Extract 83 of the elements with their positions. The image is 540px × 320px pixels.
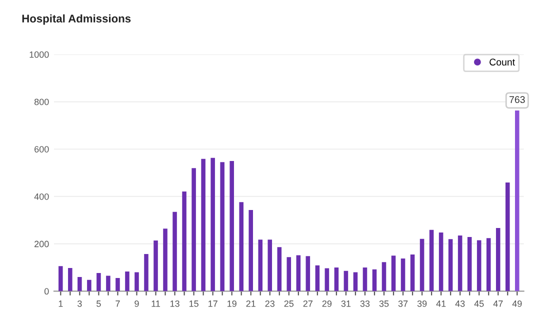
bar bbox=[268, 240, 272, 292]
x-tick-label: 45 bbox=[474, 300, 484, 307]
bar bbox=[429, 230, 434, 292]
bar bbox=[154, 240, 158, 292]
bar bbox=[248, 210, 253, 292]
x-tick-label: 39 bbox=[417, 300, 427, 307]
x-tick-label: 17 bbox=[208, 300, 218, 307]
bar bbox=[334, 268, 339, 292]
bar bbox=[230, 160, 234, 292]
y-tick-label: 0 bbox=[44, 288, 49, 295]
bar bbox=[125, 272, 130, 292]
x-tick-label: 15 bbox=[189, 300, 198, 307]
x-tick-label: 29 bbox=[322, 300, 332, 307]
y-tick-label: 200 bbox=[34, 240, 49, 248]
y-tick-label: 600 bbox=[34, 146, 49, 152]
bar bbox=[106, 276, 110, 292]
x-tick-label: 11 bbox=[152, 300, 160, 307]
bar bbox=[306, 256, 310, 292]
bar bbox=[201, 158, 206, 292]
bar bbox=[239, 202, 244, 292]
bar bbox=[362, 268, 368, 292]
data-label: 763 bbox=[510, 96, 525, 104]
bar bbox=[448, 239, 453, 292]
x-tick-label: 43 bbox=[455, 300, 465, 307]
x-tick-label: 47 bbox=[493, 300, 503, 307]
bar bbox=[467, 236, 472, 292]
bar bbox=[496, 228, 500, 292]
bar bbox=[344, 270, 348, 292]
bar bbox=[163, 228, 168, 292]
bar bbox=[144, 254, 148, 292]
legend-label: Count bbox=[490, 58, 515, 66]
bar bbox=[78, 276, 82, 292]
bar bbox=[400, 258, 406, 292]
bar bbox=[296, 255, 301, 292]
bar bbox=[96, 272, 101, 292]
y-tick-label: 400 bbox=[34, 193, 49, 200]
bar bbox=[87, 280, 92, 292]
x-tick-label: 25 bbox=[284, 300, 294, 307]
bar bbox=[476, 240, 482, 292]
bar bbox=[258, 240, 263, 292]
y-tick-label: 800 bbox=[34, 98, 49, 106]
bar bbox=[116, 278, 120, 292]
bar bbox=[68, 268, 72, 292]
bar bbox=[58, 266, 63, 292]
x-tick-label: 19 bbox=[228, 300, 236, 307]
x-tick-label: 21 bbox=[246, 300, 256, 307]
bar bbox=[134, 272, 139, 292]
bar bbox=[353, 272, 358, 292]
x-tick-label: 23 bbox=[265, 300, 275, 307]
bar bbox=[410, 254, 415, 292]
bar bbox=[172, 212, 177, 292]
bar bbox=[286, 257, 292, 292]
bar bbox=[210, 158, 215, 292]
x-tick-label: 3 bbox=[78, 300, 82, 307]
x-tick-label: 1 bbox=[58, 300, 63, 307]
chart-title: Hospital Admissions bbox=[22, 14, 131, 25]
bar bbox=[420, 238, 424, 292]
bar bbox=[372, 269, 377, 292]
x-tick-label: 7 bbox=[116, 300, 120, 307]
bar bbox=[277, 247, 282, 292]
x-tick-label: 13 bbox=[170, 300, 180, 307]
bar bbox=[182, 192, 186, 292]
x-tick-label: 27 bbox=[303, 300, 312, 307]
x-tick-label: 33 bbox=[360, 300, 370, 307]
bar bbox=[315, 265, 320, 292]
x-tick-label: 31 bbox=[341, 300, 351, 307]
x-tick-label: 5 bbox=[96, 300, 101, 307]
bar bbox=[192, 168, 196, 292]
x-tick-label: 41 bbox=[436, 300, 446, 307]
bar bbox=[220, 162, 224, 292]
x-tick-label: 49 bbox=[512, 300, 522, 307]
x-tick-label: 37 bbox=[398, 300, 408, 307]
bar bbox=[391, 256, 396, 292]
x-tick-label: 9 bbox=[134, 300, 139, 307]
bar bbox=[382, 262, 386, 292]
bar bbox=[458, 236, 462, 292]
bar bbox=[438, 232, 444, 292]
bar bbox=[486, 238, 491, 292]
bar bbox=[324, 268, 330, 292]
x-tick-label: 35 bbox=[379, 300, 389, 307]
y-tick-label: 1000 bbox=[30, 51, 49, 58]
bar bbox=[515, 110, 520, 292]
bar bbox=[505, 182, 510, 292]
